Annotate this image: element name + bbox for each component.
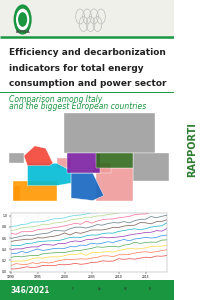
Circle shape	[17, 9, 28, 30]
Text: Po: Po	[149, 287, 152, 291]
Circle shape	[14, 5, 31, 34]
Text: Efficiency and decarbonization: Efficiency and decarbonization	[9, 48, 166, 57]
Polygon shape	[64, 113, 154, 153]
FancyBboxPatch shape	[0, 0, 174, 36]
Text: consumption and power sector: consumption and power sector	[9, 79, 166, 88]
Polygon shape	[24, 146, 53, 166]
Text: Ge: Ge	[46, 287, 50, 291]
Text: Sp: Sp	[97, 287, 101, 291]
Text: indicators for total energy: indicators for total energy	[9, 64, 143, 73]
Polygon shape	[96, 168, 133, 200]
Text: RAPPORTI: RAPPORTI	[188, 123, 197, 177]
Polygon shape	[9, 153, 24, 163]
Text: ISPRA: ISPRA	[15, 30, 30, 34]
Polygon shape	[27, 163, 71, 186]
Text: Comparison among Italy: Comparison among Italy	[9, 95, 102, 104]
Circle shape	[19, 13, 26, 26]
Polygon shape	[71, 173, 104, 200]
Polygon shape	[133, 153, 169, 181]
Text: 346/2021: 346/2021	[11, 285, 50, 294]
Polygon shape	[13, 181, 57, 200]
Polygon shape	[96, 153, 133, 168]
FancyBboxPatch shape	[0, 280, 174, 300]
Text: It: It	[20, 287, 22, 291]
Polygon shape	[13, 186, 20, 200]
Polygon shape	[93, 163, 111, 173]
Polygon shape	[57, 158, 71, 168]
Text: and the biggest European countries: and the biggest European countries	[9, 102, 146, 111]
Text: UK: UK	[123, 287, 127, 291]
Text: Fr: Fr	[72, 287, 74, 291]
Polygon shape	[68, 153, 100, 173]
